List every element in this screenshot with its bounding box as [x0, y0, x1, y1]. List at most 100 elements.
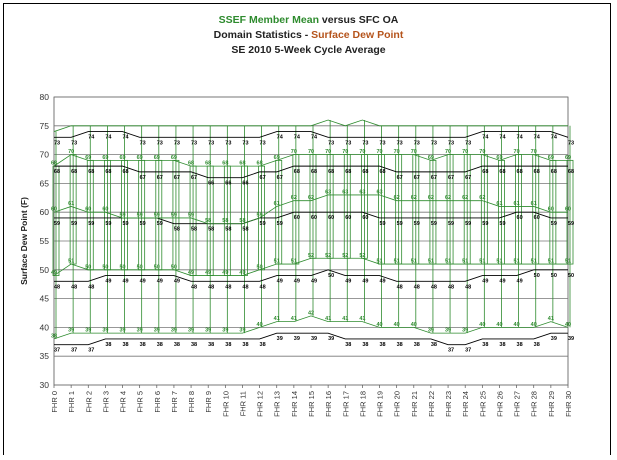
ssef-min-data-label: 39: [188, 328, 194, 334]
y-tick-label: 45: [40, 294, 50, 304]
oa-max-data-label: 73: [431, 140, 437, 146]
ssef-median-data-label: 59: [188, 212, 194, 218]
oa-min-data-label: 38: [482, 342, 488, 348]
oa-median-data-label: 59: [414, 221, 420, 227]
oa-q3-data-label: 67: [140, 175, 146, 181]
ssef-min-data-label: 40: [376, 322, 382, 328]
x-tick-label: FHR 12: [256, 391, 265, 417]
ssef-median-data-label: 59: [137, 212, 143, 218]
ssef-median-data-label: 62: [462, 195, 468, 201]
y-tick-label: 50: [40, 265, 50, 275]
oa-max-data-label: 74: [88, 135, 95, 141]
oa-q1-data-label: 48: [242, 284, 248, 290]
ssef-q3-data-label: 70: [308, 149, 314, 155]
oa-q3-data-label: 67: [191, 175, 197, 181]
oa-q3-data-label: 66: [208, 181, 214, 187]
oa-q1-data-label: 49: [482, 279, 488, 285]
ssef-q1-data-label: 51: [548, 259, 554, 265]
oa-min-data-label: 38: [191, 342, 197, 348]
oa-q3-data-label: 67: [174, 175, 180, 181]
ssef-median-data-label: 58: [205, 218, 211, 224]
x-tick-label: FHR 30: [564, 391, 573, 417]
oa-min-data-label: 37: [465, 348, 471, 354]
ssef-q1-data-label: 51: [68, 259, 74, 265]
chart-title-line-3: SE 2010 5-Week Cycle Average: [231, 44, 386, 56]
ssef-q1-data-label: 51: [291, 259, 297, 265]
ssef-q3-data-label: 70: [394, 149, 400, 155]
ssef-q1-data-label: 51: [428, 259, 434, 265]
oa-min-data-label: 38: [242, 342, 248, 348]
ssef-min-data-label: 40: [257, 322, 263, 328]
oa-max-data-label: 73: [140, 140, 146, 146]
ssef-min-data-label: 41: [274, 316, 280, 322]
ssef-q3-data-label: 69: [102, 155, 108, 161]
x-tick-label: FHR 28: [530, 391, 539, 417]
ssef-q3-data-label: 70: [514, 149, 520, 155]
y-tick-label: 65: [40, 178, 50, 188]
ssef-min-data-label: 41: [291, 316, 297, 322]
ssef-q3-data-label: 69: [565, 155, 571, 161]
y-axis-label: Surface Dew Point (F): [19, 197, 29, 285]
oa-q3-data-label: 68: [105, 169, 111, 175]
oa-min-data-label: 38: [260, 342, 266, 348]
oa-median-data-label: 60: [517, 215, 523, 221]
y-tick-label: 70: [40, 150, 50, 160]
ssef-q1-data-label: 49: [205, 270, 211, 276]
ssef-q1-data-label: 49: [239, 270, 245, 276]
oa-max-data-label: 73: [191, 140, 197, 146]
ssef-q1-data-label: 51: [394, 259, 400, 265]
ssef-q3-data-label: 68: [257, 161, 263, 167]
oa-min-data-label: 38: [499, 342, 505, 348]
oa-max-data-label: 73: [225, 140, 231, 146]
oa-min-data-label: 38: [534, 342, 540, 348]
ssef-q3-data-label: 70: [376, 149, 382, 155]
ssef-q1-data-label: 51: [376, 259, 382, 265]
oa-q1-line: [54, 269, 568, 282]
ssef-q1-data-label: 51: [479, 259, 485, 265]
oa-max-data-label: 73: [414, 140, 420, 146]
ssef-q1-data-label: 51: [274, 259, 280, 265]
ssef-median-data-label: 62: [394, 195, 400, 201]
oa-median-data-label: 59: [431, 221, 437, 227]
oa-max-data-label: 74: [122, 135, 129, 141]
ssef-q1-data-label: 51: [445, 259, 451, 265]
ssef-median-data-label: 59: [257, 212, 263, 218]
x-tick-label: FHR 5: [136, 391, 145, 413]
oa-min-data-label: 38: [157, 342, 163, 348]
ssef-median-data-label: 63: [359, 189, 365, 195]
ssef-median-data-label: 62: [411, 195, 417, 201]
ssef-min-data-label: 40: [514, 322, 520, 328]
oa-median-data-label: 59: [140, 221, 146, 227]
oa-q3-data-label: 67: [397, 175, 403, 181]
ssef-min-data-label: 39: [239, 328, 245, 334]
oa-max-data-label: 74: [482, 135, 489, 141]
oa-median-data-label: 59: [260, 221, 266, 227]
ssef-median-data-label: 59: [119, 212, 125, 218]
x-tick-label: FHR 24: [461, 391, 470, 417]
oa-min-data-label: 38: [379, 342, 385, 348]
ssef-q3-data-label: 70: [445, 149, 451, 155]
oa-min-data-label: 38: [397, 342, 403, 348]
ssef-min-data-label: 40: [531, 322, 537, 328]
ssef-q1-data-label: 52: [308, 253, 314, 259]
oa-min-data-label: 39: [328, 336, 334, 342]
ssef-max-line: [53, 119, 568, 132]
oa-max-data-label: 73: [345, 140, 351, 146]
ssef-q3-data-label: 68: [51, 161, 57, 167]
oa-median-data-label: 58: [191, 227, 197, 233]
ssef-min-data-label: 41: [359, 316, 365, 322]
ssef-q3-data-label: 70: [68, 149, 74, 155]
oa-median-data-label: 60: [311, 215, 317, 221]
oa-q1-data-label: 50: [534, 273, 540, 279]
oa-min-data-label: 38: [174, 342, 180, 348]
oa-median-data-label: 59: [551, 221, 557, 227]
oa-q3-data-label: 68: [534, 169, 540, 175]
oa-q1-data-label: 48: [208, 284, 214, 290]
ssef-min-data-label: 39: [137, 328, 143, 334]
ssef-q3-data-label: 69: [274, 155, 280, 161]
ssef-q3-line: [53, 154, 568, 167]
oa-q1-data-label: 49: [174, 279, 180, 285]
oa-min-data-label: 37: [71, 348, 77, 354]
ssef-median-data-label: 60: [85, 207, 91, 213]
